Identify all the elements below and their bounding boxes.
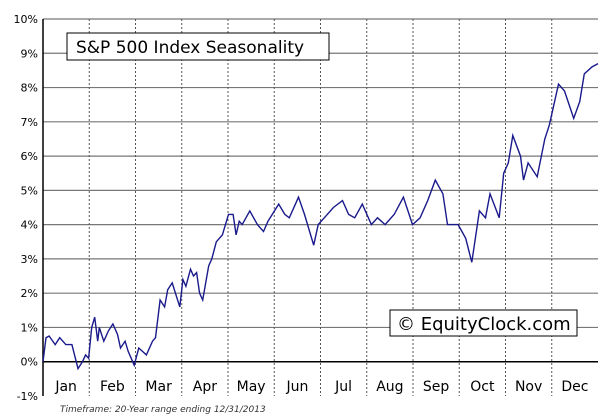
footnote: Timeframe: 20-Year range ending 12/31/20… [60, 405, 266, 415]
series-line [42, 62, 599, 371]
x-tick-label: Aug [376, 379, 403, 395]
y-tick-label: 6% [21, 150, 38, 163]
y-tick-label: 1% [21, 321, 38, 334]
x-tick-label: Feb [100, 379, 125, 395]
x-tick-label: Dec [561, 379, 588, 395]
y-tick-label: 0% [21, 356, 38, 369]
x-tick-label: Jun [285, 379, 308, 395]
y-tick-label: 8% [21, 82, 38, 95]
y-tick-label: 4% [21, 219, 38, 232]
x-tick-label: Mar [145, 379, 172, 395]
title-box: S&P 500 Index Seasonality [66, 32, 330, 61]
x-tick-label: Jul [334, 379, 352, 395]
x-tick-label: Apr [193, 379, 217, 395]
x-tick-label: Oct [470, 379, 495, 395]
x-tick-label: May [237, 379, 266, 395]
y-tick-label: -1% [17, 390, 38, 403]
y-axis-ticks: -1% 0% 1% 2% 3% 4% 5% 6% 7% 8% 9% 10% [14, 13, 38, 403]
y-tick-label: 3% [21, 253, 38, 266]
y-tick-label: 7% [21, 116, 38, 129]
x-tick-label: Sep [423, 379, 450, 395]
y-tick-label: 2% [21, 287, 38, 300]
watermark: © EquityClock.com [397, 314, 571, 335]
chart-title: S&P 500 Index Seasonality [76, 38, 304, 58]
x-axis-ticks: Jan Feb Mar Apr May Jun Jul Aug Sep Oct Nov Dec [54, 379, 588, 395]
watermark-box: © EquityClock.com [389, 309, 578, 337]
x-tick-label: Jan [54, 379, 77, 395]
y-tick-label: 5% [21, 184, 38, 197]
x-tick-label: Nov [515, 379, 542, 395]
grid [42, 18, 598, 396]
y-tick-label: 10% [14, 13, 38, 26]
y-tick-label: 9% [21, 47, 38, 60]
